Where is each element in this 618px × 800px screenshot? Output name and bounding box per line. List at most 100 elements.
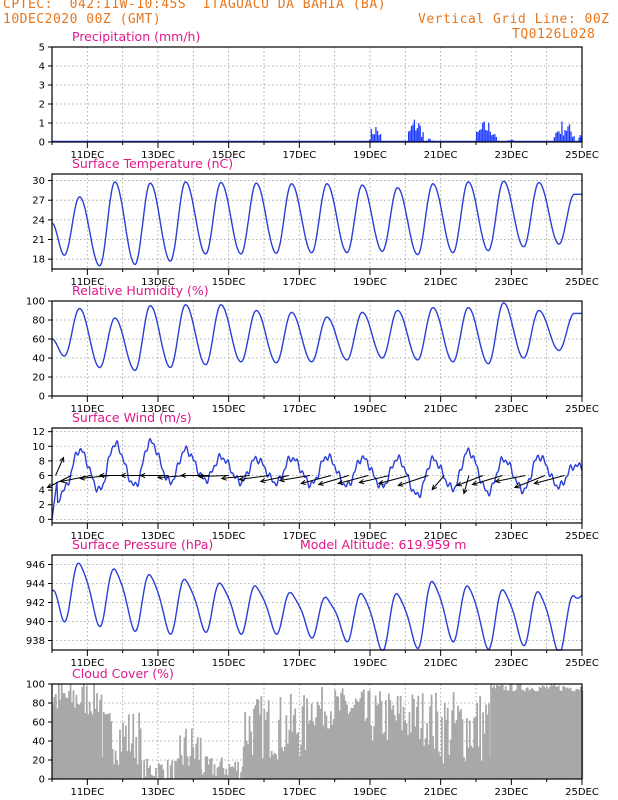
wind-arrow-head (79, 475, 86, 481)
cloud-bar (442, 763, 445, 779)
cloud-bar (192, 747, 195, 779)
cloud-bar (523, 691, 526, 779)
panel5-ytick-label: 40 (32, 737, 45, 748)
cloud-bar (155, 768, 157, 779)
cloud-bar (440, 717, 443, 779)
precip-bar (372, 134, 374, 142)
cloud-bar (160, 764, 163, 779)
cloud-bar (411, 694, 414, 779)
precip-bar (578, 137, 580, 142)
precip-bar (370, 128, 372, 142)
panel1-series-line (51, 180, 582, 267)
cloud-bar (404, 721, 406, 779)
cloud-bar (241, 766, 244, 779)
cloud-bar (576, 688, 579, 779)
cloud-bar (329, 711, 332, 779)
cloud-bar (301, 706, 304, 779)
cloud-bar (390, 709, 393, 779)
cloud-bar (319, 708, 322, 779)
cloud-bar (532, 689, 535, 779)
cloud-bar (572, 691, 575, 779)
cloud-bar (435, 692, 437, 779)
cloud-bar (223, 774, 226, 779)
panel0-xtick-label: 17DEC (282, 150, 316, 161)
cloud-bar (343, 695, 345, 779)
cloud-bar (185, 728, 187, 779)
cloud-bar (152, 775, 154, 779)
cloud-bar (436, 711, 439, 779)
cloud-bar (206, 756, 209, 779)
cloud-bar (285, 715, 288, 779)
cloud-bar (180, 755, 183, 779)
cloud-bar (327, 728, 329, 779)
cloud-bar (344, 700, 347, 779)
precip-bar (489, 131, 491, 142)
cloud-bar (464, 761, 467, 779)
panel5-ytick-label: 80 (32, 699, 45, 710)
panel4-xtick-label: 11DEC (70, 658, 104, 669)
cloud-bar (225, 768, 228, 779)
cloud-bar (387, 693, 390, 779)
cloud-bar (549, 686, 551, 779)
panel4-ytick-label: 946 (26, 560, 45, 571)
precip-bar (483, 121, 485, 142)
cloud-bar (396, 696, 399, 779)
panel5-xtick-label: 25DEC (565, 787, 599, 798)
panel5-ytick-label: 0 (39, 775, 45, 786)
cloud-bar (190, 728, 193, 779)
precip-bar (562, 135, 565, 142)
precip-bar (416, 128, 418, 142)
wind-arrow-head (139, 472, 146, 479)
cloud-bar (57, 684, 60, 779)
cloud-bar (189, 755, 192, 779)
wind-arrow-head (337, 479, 344, 485)
cloud-bar (332, 718, 335, 779)
precip-bar (412, 124, 414, 142)
cloud-bar (455, 720, 458, 779)
cloud-bar (183, 737, 186, 779)
cloud-bar (263, 709, 266, 779)
cloud-bar (477, 746, 480, 779)
precip-bar (486, 130, 488, 142)
cloud-bar (75, 694, 78, 779)
panel2-xtick-label: 17DEC (282, 404, 316, 415)
panel1-xtick-label: 17DEC (282, 277, 316, 288)
wind-arrow-head (259, 478, 266, 484)
cloud-bar (146, 758, 148, 779)
wind-arrow-head (513, 483, 520, 489)
cloud-bar (306, 707, 309, 779)
cloud-bar (321, 687, 323, 779)
cloud-bar (56, 708, 59, 779)
cloud-bar (267, 700, 270, 779)
cloud-bar (169, 765, 172, 779)
cloud-bar (99, 699, 101, 779)
panel1-xtick-label: 23DEC (494, 277, 528, 288)
cloud-bar (84, 713, 87, 779)
cloud-bar (207, 764, 210, 779)
cloud-bar (316, 701, 319, 779)
panel0-ytick-label: 4 (39, 62, 45, 73)
cloud-bar (432, 735, 434, 779)
cloud-bar (133, 758, 136, 779)
cloud-bar (493, 685, 495, 779)
cloud-bar (65, 697, 68, 779)
cloud-bar (414, 726, 417, 779)
cloud-bar (482, 712, 484, 779)
panel3-xtick-label: 19DEC (353, 531, 387, 542)
cloud-bar (254, 705, 257, 779)
panel2-xtick-label: 11DEC (70, 404, 104, 415)
precip-bar (564, 130, 566, 142)
panel1-ytick-label: 18 (32, 255, 45, 266)
cloud-bar (373, 726, 376, 779)
cloud-bar (150, 774, 153, 779)
panel4-xtick-label: 15DEC (212, 658, 246, 669)
cloud-bar (303, 695, 305, 779)
cloud-bar (571, 690, 573, 779)
cloud-bar (515, 689, 517, 779)
cloud-bar (179, 735, 181, 779)
cloud-bar (304, 749, 307, 779)
panel2-xtick-label: 19DEC (353, 404, 387, 415)
cloud-bar (458, 711, 461, 779)
cloud-bar (79, 702, 82, 779)
cloud-bar (210, 758, 213, 779)
